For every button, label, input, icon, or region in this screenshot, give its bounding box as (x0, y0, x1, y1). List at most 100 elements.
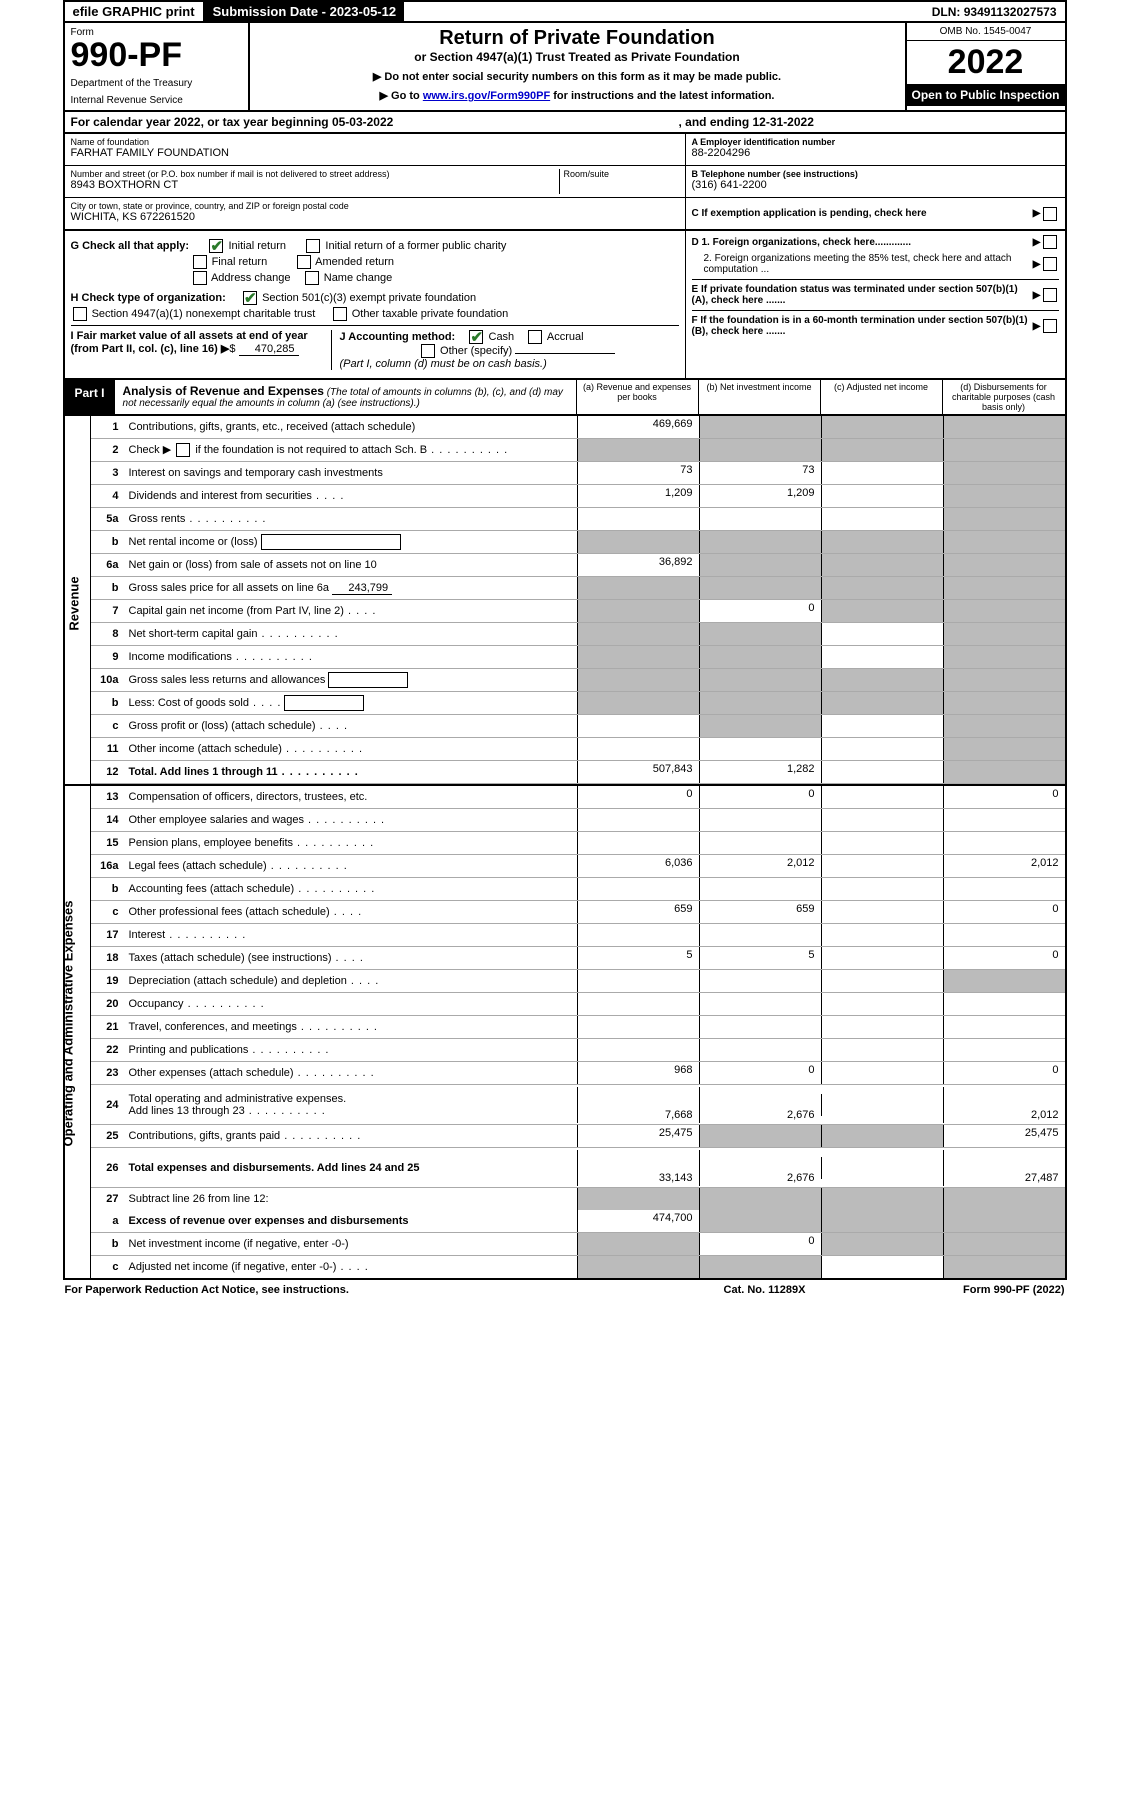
city-cell: City or town, state or province, country… (65, 198, 685, 230)
phone: (316) 641-2200 (692, 179, 1059, 191)
h-label: H Check type of organization: (71, 292, 226, 304)
footer-mid: Cat. No. 11289X (665, 1284, 865, 1296)
note-ssn: ▶ Do not enter social security numbers o… (260, 70, 895, 83)
arrow-icon: ▶ (1033, 237, 1041, 248)
row-27b: bNet investment income (if negative, ent… (91, 1233, 1065, 1256)
row-10c: cGross profit or (loss) (attach schedule… (91, 715, 1065, 738)
arrow-icon: ▶ (1033, 208, 1041, 219)
row-27: 27Subtract line 26 from line 12: (91, 1188, 1065, 1210)
header-right: OMB No. 1545-0047 2022 Open to Public In… (905, 23, 1065, 110)
info-right: A Employer identification number 88-2204… (685, 134, 1065, 230)
row-18: 18Taxes (attach schedule) (see instructi… (91, 947, 1065, 970)
h-row: H Check type of organization: Section 50… (71, 291, 679, 305)
d2-checkbox[interactable] (1043, 257, 1057, 271)
form-subtitle: or Section 4947(a)(1) Trust Treated as P… (260, 50, 895, 64)
address-change-checkbox[interactable] (193, 271, 207, 285)
row-3: 3Interest on savings and temporary cash … (91, 462, 1065, 485)
g-name: Name change (324, 272, 393, 284)
e-label: E If private foundation status was termi… (692, 284, 1033, 306)
schb-checkbox[interactable] (176, 443, 190, 457)
row-10b: bLess: Cost of goods sold (91, 692, 1065, 715)
omb-number: OMB No. 1545-0047 (907, 23, 1065, 41)
amended-return-checkbox[interactable] (297, 255, 311, 269)
city-label: City or town, state or province, country… (71, 201, 679, 211)
form990pf-link[interactable]: www.irs.gov/Form990PF (423, 90, 550, 102)
row-26: 26Total expenses and disbursements. Add … (91, 1148, 1065, 1188)
ein-label: A Employer identification number (692, 137, 1059, 147)
g-row2: Final return Amended return (71, 255, 679, 269)
arrow-icon: ▶ (221, 343, 229, 355)
footer: For Paperwork Reduction Act Notice, see … (63, 1280, 1067, 1300)
c-checkbox[interactable] (1043, 207, 1057, 221)
j-label: J Accounting method: (340, 331, 456, 343)
efile-label: efile GRAPHIC print (65, 2, 205, 21)
check-left: G Check all that apply: Initial return I… (65, 231, 685, 378)
j-cash: Cash (489, 331, 515, 343)
accrual-checkbox[interactable] (528, 330, 542, 344)
row-20: 20Occupancy (91, 993, 1065, 1016)
row-24: 24Total operating and administrative exp… (91, 1085, 1065, 1125)
row-5b: bNet rental income or (loss) (91, 531, 1065, 554)
part1-tag: Part I (65, 380, 115, 414)
h-other-tax: Other taxable private foundation (352, 308, 509, 320)
note-post: for instructions and the latest informat… (550, 90, 774, 102)
h-row2: Section 4947(a)(1) nonexempt charitable … (71, 307, 679, 321)
part1-title: Analysis of Revenue and Expenses (123, 384, 324, 398)
4947-checkbox[interactable] (73, 307, 87, 321)
year-begin: For calendar year 2022, or tax year begi… (71, 115, 679, 129)
f-checkbox[interactable] (1043, 319, 1057, 333)
info-left: Name of foundation FARHAT FAMILY FOUNDAT… (65, 134, 685, 230)
col-d-header: (d) Disbursements for charitable purpose… (943, 380, 1065, 414)
form-number: 990-PF (71, 38, 242, 72)
ij-row: I Fair market value of all assets at end… (71, 325, 679, 370)
other-taxable-checkbox[interactable] (333, 307, 347, 321)
501c3-checkbox[interactable] (243, 291, 257, 305)
final-return-checkbox[interactable] (193, 255, 207, 269)
expenses-sidelabel: Operating and Administrative Expenses (65, 786, 91, 1278)
g-initial: Initial return (229, 240, 286, 252)
header-left: Form 990-PF Department of the Treasury I… (65, 23, 250, 110)
check-right: D 1. Foreign organizations, check here..… (685, 231, 1065, 378)
initial-return-checkbox[interactable] (209, 239, 223, 253)
row-4: 4Dividends and interest from securities1… (91, 485, 1065, 508)
row-27c: cAdjusted net income (if negative, enter… (91, 1256, 1065, 1278)
row-10a: 10aGross sales less returns and allowanc… (91, 669, 1065, 692)
phone-label: B Telephone number (see instructions) (692, 169, 1059, 179)
expenses-label: Operating and Administrative Expenses (60, 901, 75, 1147)
row-16a: 16aLegal fees (attach schedule)6,0362,01… (91, 855, 1065, 878)
dept-treasury: Department of the Treasury (71, 78, 242, 89)
row-23: 23Other expenses (attach schedule)96800 (91, 1062, 1065, 1085)
d1-label: D 1. Foreign organizations, check here..… (692, 237, 1033, 248)
h-4947: Section 4947(a)(1) nonexempt charitable … (92, 308, 316, 320)
row-15: 15Pension plans, employee benefits (91, 832, 1065, 855)
check-section: G Check all that apply: Initial return I… (63, 230, 1067, 380)
row-5a: 5aGross rents (91, 508, 1065, 531)
info-block: Name of foundation FARHAT FAMILY FOUNDAT… (63, 134, 1067, 230)
col-c-header: (c) Adjusted net income (821, 380, 943, 414)
part1-title-cell: Analysis of Revenue and Expenses (The to… (115, 380, 577, 414)
city: WICHITA, KS 672261520 (71, 211, 679, 223)
g-row3: Address change Name change (71, 271, 679, 285)
tax-year: 2022 (907, 41, 1065, 84)
row-16c: cOther professional fees (attach schedul… (91, 901, 1065, 924)
d2-label: 2. Foreign organizations meeting the 85%… (704, 253, 1033, 275)
f-label: F If the foundation is in a 60-month ter… (692, 315, 1033, 337)
other-method-checkbox[interactable] (421, 344, 435, 358)
row-19: 19Depreciation (attach schedule) and dep… (91, 970, 1065, 993)
note-pre: ▶ Go to (380, 90, 423, 102)
address: 8943 BOXTHORN CT (71, 179, 559, 191)
header-center: Return of Private Foundation or Section … (250, 23, 905, 110)
j-other: Other (specify) (440, 345, 512, 357)
phone-cell: B Telephone number (see instructions) (3… (686, 166, 1065, 198)
row-27a: aExcess of revenue over expenses and dis… (91, 1210, 1065, 1233)
part1-header: Part I Analysis of Revenue and Expenses … (63, 380, 1067, 416)
cash-checkbox[interactable] (469, 330, 483, 344)
note-link: ▶ Go to www.irs.gov/Form990PF for instru… (260, 89, 895, 102)
name-change-checkbox[interactable] (305, 271, 319, 285)
c-label: C If exemption application is pending, c… (692, 208, 1033, 219)
row-8: 8Net short-term capital gain (91, 623, 1065, 646)
submission-date: Submission Date - 2023-05-12 (205, 2, 405, 21)
d1-checkbox[interactable] (1043, 235, 1057, 249)
e-checkbox[interactable] (1043, 288, 1057, 302)
initial-former-checkbox[interactable] (306, 239, 320, 253)
